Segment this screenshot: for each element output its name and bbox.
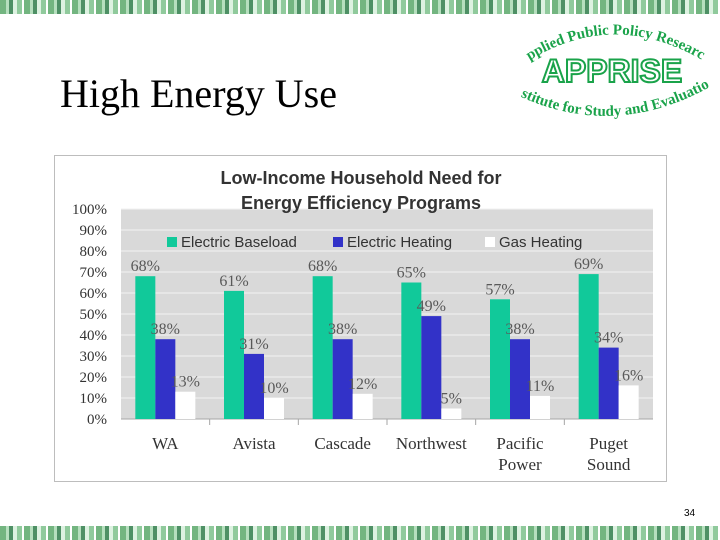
bar — [155, 339, 176, 419]
chart-title-line: Low-Income Household Need for — [220, 168, 501, 188]
bar — [135, 276, 156, 419]
bar — [618, 385, 639, 419]
bar-data-label: 57% — [485, 281, 514, 298]
bar — [490, 299, 510, 419]
x-category-label: Northwest — [396, 434, 467, 453]
bar-data-label: 12% — [348, 376, 377, 393]
y-tick-label: 90% — [80, 223, 108, 239]
legend-label: Electric Heating — [347, 234, 452, 251]
chart-title-line: Energy Efficiency Programs — [241, 193, 481, 213]
bar — [312, 276, 333, 419]
logo-name: APPRISE — [542, 53, 682, 89]
bar-data-label: 16% — [614, 367, 643, 384]
bar — [421, 316, 442, 419]
slide-title: High Energy Use — [60, 71, 337, 116]
bar-data-label: 5% — [441, 391, 462, 408]
top-decorative-band — [0, 0, 720, 14]
bar-data-label: 38% — [328, 321, 357, 338]
bar-data-label: 34% — [594, 330, 623, 347]
bar — [224, 290, 244, 419]
bar-data-label: 10% — [259, 380, 288, 397]
bar — [244, 353, 264, 419]
legend-label: Gas Heating — [499, 234, 582, 251]
bar — [175, 391, 196, 419]
legend-label: Electric Baseload — [181, 234, 297, 251]
y-tick-label: 0% — [87, 412, 107, 428]
bar-data-label: 38% — [505, 321, 534, 338]
x-category-label: Puget — [589, 434, 628, 453]
bar — [510, 339, 530, 419]
bar-data-label: 68% — [131, 258, 160, 275]
x-category-label: Sound — [587, 455, 631, 474]
apprise-logo: Applied Public Policy Research APPRISE I… — [512, 20, 712, 120]
bottom-decorative-band — [0, 526, 720, 540]
bar — [530, 395, 550, 419]
bar-data-label: 11% — [526, 378, 555, 395]
bar-data-label: 31% — [239, 336, 268, 353]
legend-swatch — [333, 237, 343, 247]
y-tick-label: 70% — [80, 265, 108, 281]
bar-data-label: 68% — [308, 258, 337, 275]
y-tick-label: 100% — [72, 202, 107, 218]
y-tick-label: 20% — [80, 370, 108, 386]
chart-container: 0% 10% 20% 30% 40% 50% 60% 70% 80% 90% 100% Low-Inc… — [54, 155, 667, 482]
legend-swatch — [485, 237, 495, 247]
x-category-label: Cascade — [314, 434, 371, 453]
bar — [598, 347, 619, 419]
bar-data-label: 61% — [219, 273, 248, 290]
bar-data-label: 65% — [397, 265, 426, 282]
bar-data-label: 38% — [151, 321, 180, 338]
x-category-label: Pacific — [496, 434, 544, 453]
y-tick-label: 10% — [80, 391, 108, 407]
legend-swatch — [167, 237, 177, 247]
bar — [578, 274, 599, 419]
x-category-label: Avista — [232, 434, 276, 453]
slide-number: 34 — [684, 508, 696, 519]
bar-data-label: 69% — [574, 256, 603, 273]
bar-data-label: 49% — [417, 298, 446, 315]
bar — [441, 408, 462, 419]
x-category-label: Power — [498, 455, 542, 474]
bar — [401, 282, 422, 419]
bar — [332, 339, 353, 419]
bar-chart: 0% 10% 20% 30% 40% 50% 60% 70% 80% 90% 100% Low-Inc… — [72, 168, 653, 474]
bar — [352, 393, 373, 419]
y-tick-label: 80% — [80, 244, 108, 260]
y-tick-label: 50% — [80, 307, 108, 323]
y-tick-label: 40% — [80, 328, 108, 344]
y-tick-label: 60% — [80, 286, 108, 302]
x-category-label: WA — [152, 434, 179, 453]
bar-data-label: 13% — [171, 374, 200, 391]
y-tick-label: 30% — [80, 349, 108, 365]
bar — [264, 398, 284, 419]
